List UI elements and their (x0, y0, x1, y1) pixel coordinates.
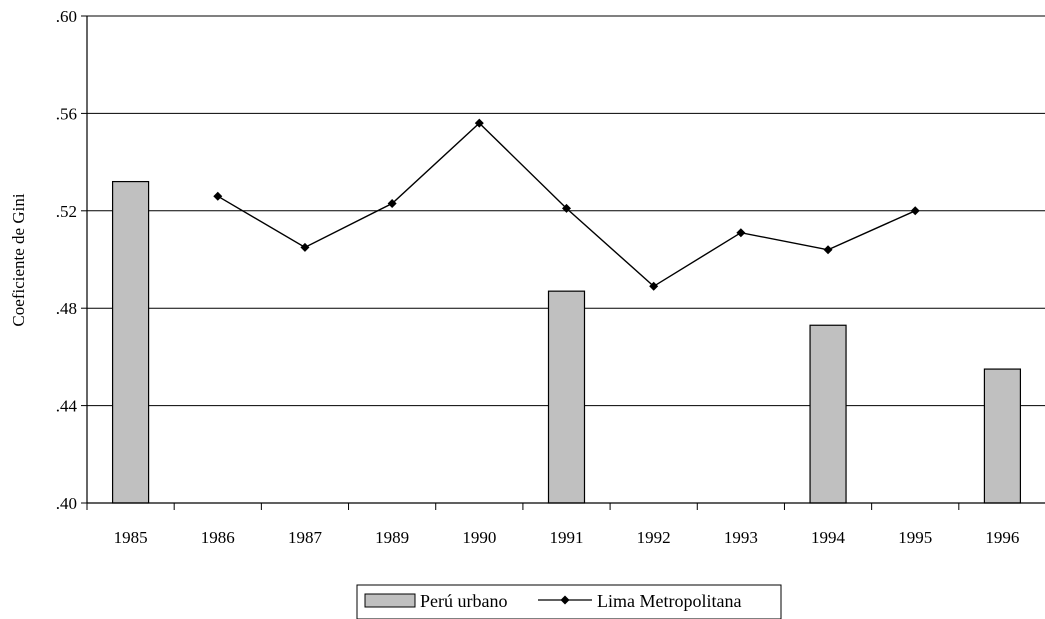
line-point (910, 206, 920, 216)
legend-swatch-lima-marker (560, 595, 570, 605)
line-point (213, 191, 223, 201)
line-point (387, 198, 397, 208)
bar (111, 180, 150, 504)
legend-label-peru-urbano: Perú urbano (420, 591, 507, 611)
y-tick-label: .48 (56, 299, 77, 318)
line-point (736, 228, 746, 238)
line-lima-metropolitana (213, 118, 920, 291)
legend: Perú urbano Lima Metropolitana (356, 584, 782, 619)
tick-labels: .40 .44 .48 .52 .56 .60 1985 1986 1987 1989 1990 19… (56, 7, 1020, 547)
x-tick-label: 1991 (550, 528, 584, 547)
y-tick-label: .44 (56, 397, 78, 416)
x-tick-label: 1995 (898, 528, 932, 547)
x-tick-label: 1989 (375, 528, 409, 547)
x-tick-label: 1987 (288, 528, 323, 547)
line-point (649, 281, 659, 291)
y-tick-label: .52 (56, 202, 77, 221)
legend-box (356, 584, 782, 619)
line-point (562, 203, 571, 213)
x-tick-label: 1996 (985, 528, 1019, 547)
legend-swatch-peru-urbano (364, 593, 416, 608)
y-tick-label: .60 (56, 7, 77, 26)
y-tick-label: .56 (56, 104, 77, 123)
x-tick-label: 1993 (724, 528, 758, 547)
line-point (300, 242, 310, 252)
bars-peru-urbano (111, 180, 1022, 504)
x-tick-label: 1994 (811, 528, 846, 547)
axes (81, 15, 1045, 510)
line-point (474, 118, 484, 128)
x-tick-label: 1990 (462, 528, 496, 547)
x-tick-label: 1992 (637, 528, 671, 547)
x-tick-label: 1985 (114, 528, 148, 547)
bar (983, 368, 1022, 504)
bar (809, 324, 847, 504)
y-tick-label: .40 (56, 494, 77, 513)
legend-label-lima-metropolitana: Lima Metropolitana (597, 591, 741, 611)
bar (547, 290, 586, 504)
y-axis-title: Coeficiente de Gini (9, 193, 28, 326)
x-tick-label: 1986 (201, 528, 235, 547)
line-point (823, 245, 833, 255)
